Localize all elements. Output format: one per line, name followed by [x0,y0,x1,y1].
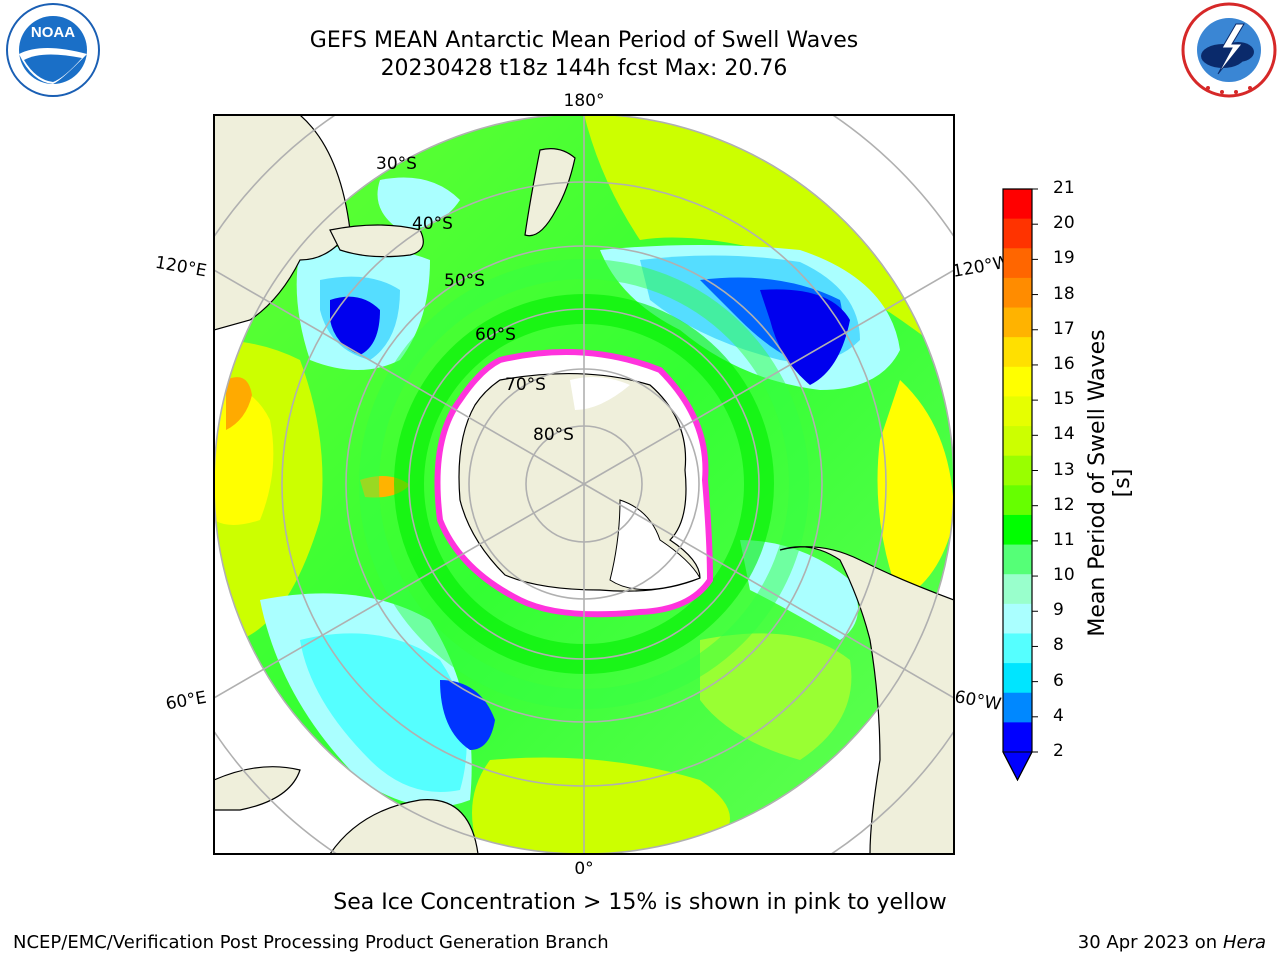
colorbar-swatch [1003,426,1032,457]
colorbar-swatch [1003,218,1032,249]
colorbar-tick-label: 18 [1053,283,1075,304]
colorbar-frame [1002,188,1033,782]
graticule [214,115,954,854]
lat-label-40s: 40°S [412,214,453,234]
colorbar-swatch [1003,396,1032,427]
chart-subtitle: 20230428 t18z 144h fcst Max: 20.76 [380,56,788,81]
colorbar-swatch [1003,366,1032,397]
lon-label-60e: 60°E [164,688,208,715]
map-frame [213,114,955,855]
colorbar-tick-label: 20 [1053,213,1075,234]
colorbar-swatch [1003,248,1032,279]
colorbar-tick-label: 2 [1053,741,1064,761]
colorbar-tick-label: 15 [1053,389,1075,410]
colorbar-swatch [1003,603,1032,634]
nws-logo [1181,2,1277,98]
chart-title: GEFS MEAN Antarctic Mean Period of Swell… [309,28,859,53]
colorbar-swatch [1003,485,1032,516]
colorbar-swatch [1003,692,1032,723]
colorbar-tick-label: 10 [1053,565,1075,586]
colorbar-tick-label: 11 [1053,529,1075,550]
colorbar-swatch [1003,189,1032,220]
colorbar-swatch [1003,514,1032,546]
colorbar-swatch [1003,277,1032,309]
colorbar-swatch [1003,663,1032,694]
footer-host: Hera [1222,932,1266,953]
colorbar-swatch [1003,544,1032,575]
footer-branch: NCEP/EMC/Verification Post Processing Pr… [13,932,609,953]
colorbar-swatch [1003,307,1032,338]
lat-label-30s: 30°S [376,154,417,174]
colorbar-tick-label: 8 [1053,635,1064,656]
colorbar-tick-label: 16 [1053,353,1075,374]
sea-ice-note: Sea Ice Concentration > 15% is shown in … [333,890,947,915]
noaa-logo: NOAA [6,3,100,97]
colorbar-tick-label: 14 [1053,424,1075,445]
colorbar-tick-label: 6 [1053,670,1064,691]
lat-label-60s: 60°S [475,325,516,345]
lon-label-120e: 120°E [154,253,208,282]
antarctica [434,349,714,618]
lat-label-70s: 70°S [505,375,546,395]
colorbar-tick-label: 13 [1053,459,1075,480]
lon-label-0: 0° [574,859,593,879]
colorbar-swatch [1003,337,1032,368]
footer-date: 30 Apr 2023 on Hera [1078,932,1266,953]
colorbar-tick-label: 19 [1053,248,1075,269]
lat-label-50s: 50°S [444,271,485,291]
colorbar-tick-label: 21 [1053,178,1075,198]
colorbar-swatch [1003,722,1032,753]
colorbar-tick-label: 17 [1053,318,1075,339]
colorbar-swatch [1003,633,1032,664]
colorbar [1002,188,1038,782]
colorbar-swatch [1003,455,1032,486]
lat-label-80s: 80°S [533,425,574,445]
colorbar-extend-arrow [1002,751,1033,782]
colorbar-tick-label: 9 [1053,600,1064,621]
colorbar-label: Mean Period of Swell Waves [s] [1085,329,1135,637]
lon-label-60w: 60°W [953,687,1003,715]
colorbar-tick-label: 12 [1053,494,1075,515]
noaa-logo-text: NOAA [31,24,75,41]
colorbar-swatch [1003,574,1032,605]
land-masses [214,115,954,854]
colorbar-tick-label: 4 [1053,705,1064,726]
lon-label-180: 180° [564,91,605,111]
footer-date-text: 30 Apr 2023 on [1077,932,1223,953]
